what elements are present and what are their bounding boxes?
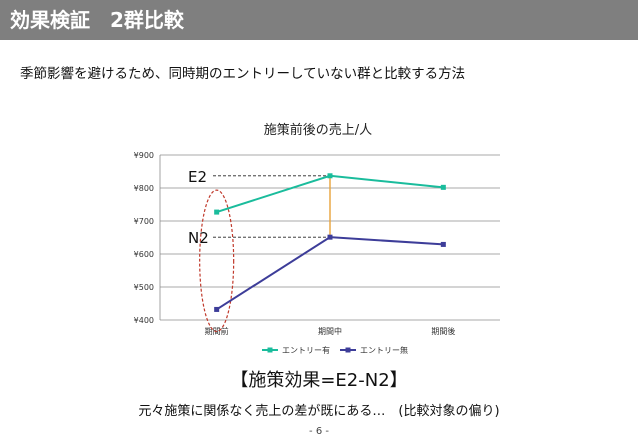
sales-chart: 施策前後の売上/人 ¥400 ¥500 ¥600 ¥700 ¥800 ¥900 期間前 期間… <box>0 110 638 370</box>
effect-formula: 【施策効果=E2-N2】 <box>230 370 408 391</box>
n2-label: N2 <box>188 229 209 247</box>
y-tick-label: ¥900 <box>134 151 154 160</box>
slide-subtitle: 季節影響を避けるため、同時期のエントリーしていない群と比較する方法 <box>20 66 466 82</box>
series-line-2 <box>216 236 444 311</box>
y-tick-label: ¥600 <box>134 250 154 259</box>
x-tick-label: 期間後 <box>431 326 455 336</box>
slide-title: 効果検証 2群比較 <box>0 0 638 40</box>
series-1-point <box>327 173 333 179</box>
legend-label: エントリー有 <box>282 345 330 355</box>
y-tick-label: ¥400 <box>134 316 154 325</box>
legend-swatch-marker <box>267 347 273 353</box>
y-tick-label: ¥800 <box>134 184 154 193</box>
bias-note: 元々施策に関係なく売上の差が既にある… (比較対象の偏り) <box>138 404 500 419</box>
series-1-point <box>440 184 446 190</box>
chart-title: 施策前後の売上/人 <box>264 122 372 138</box>
series-2-point <box>214 306 220 312</box>
series-2-point <box>327 234 333 240</box>
before-period-ellipse <box>199 189 235 333</box>
page-number: - 6 - <box>309 426 329 437</box>
series-2-point <box>440 241 446 247</box>
y-tick-label: ¥500 <box>134 283 154 292</box>
x-tick-label: 期間中 <box>318 326 342 336</box>
series-1-point <box>214 209 220 215</box>
line-chart-svg: 施策前後の売上/人 ¥400¥500¥600¥700¥800¥900 期間前 期間… <box>134 122 500 355</box>
y-tick-label: ¥700 <box>134 217 154 226</box>
e2-label: E2 <box>188 168 207 186</box>
legend-label: エントリー無 <box>360 345 408 355</box>
legend-swatch-marker <box>345 347 351 353</box>
